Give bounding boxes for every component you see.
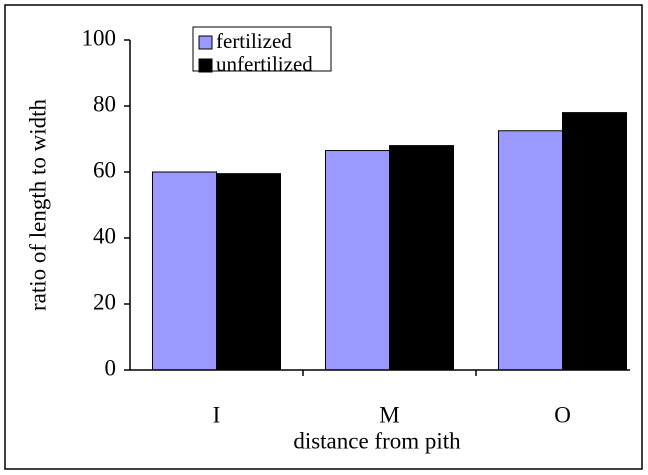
y-tick-label: 40	[93, 223, 116, 248]
y-axis-label: ratio of length to width	[25, 98, 50, 311]
bar	[216, 173, 282, 371]
legend-label: unfertilized	[216, 52, 313, 76]
y-tick-label: 20	[93, 289, 116, 314]
bar	[389, 145, 455, 371]
x-tick-label: I	[213, 402, 221, 427]
legend-label: fertilized	[216, 29, 292, 53]
bar	[151, 171, 218, 371]
x-axis-label: distance from pith	[293, 428, 461, 453]
bar	[562, 112, 628, 371]
y-tick-label: 80	[93, 91, 116, 116]
bar	[497, 130, 563, 371]
bar	[324, 150, 390, 371]
legend-swatch	[198, 35, 213, 50]
legend-swatch	[198, 58, 213, 73]
y-tick-label: 100	[82, 25, 117, 50]
x-tick-label: O	[554, 402, 571, 427]
legend-box	[192, 26, 332, 72]
y-tick-label: 0	[105, 355, 117, 380]
x-tick-label: M	[379, 402, 399, 427]
y-tick-label: 60	[93, 157, 116, 182]
